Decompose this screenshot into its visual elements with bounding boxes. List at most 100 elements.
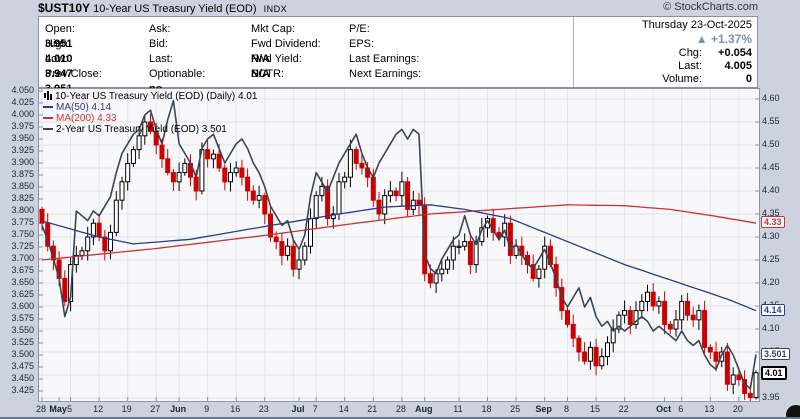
session-value: 0: [745, 73, 752, 85]
session-date: Thursday 23-Oct-2025: [641, 19, 752, 31]
x-axis-label: 23: [258, 404, 269, 414]
y-axis-label: 3.925: [11, 145, 34, 155]
stockcharts-corner-logo: [786, 405, 800, 419]
quote-panel: Open: 3.951 High: 4.010 Low: 3.947 Prev Close:…: [38, 16, 758, 95]
session-block: Thursday 23-Oct-2025 ▲ +1.37% Chg: +0.054…: [572, 19, 752, 86]
x-axis-label: 22: [618, 404, 629, 414]
quote-row: Next Earnings:: [349, 67, 423, 82]
quote-column-2: Ask: Bid: Last: Optionable:no: [149, 22, 209, 95]
y-axis-label: 4.050: [11, 85, 34, 95]
y-axis-label: 3.500: [11, 349, 34, 359]
quote-value: N/A: [251, 68, 270, 80]
y-axis-label: 4.50: [762, 139, 780, 149]
session-row: Last: 4.005: [572, 60, 752, 73]
quote-row: Last:: [149, 52, 209, 67]
x-axis-label: 25: [510, 404, 521, 414]
chart-title-bar: $UST10Y 10-Year US Treasury Yield (EOD) …: [38, 1, 758, 16]
price-chart: [39, 89, 759, 401]
quote-row: P/E:: [349, 22, 423, 37]
candlestick-icon: [43, 91, 53, 100]
quote-row: Low: 3.947: [45, 52, 103, 80]
quote-row: Bid:: [149, 37, 209, 52]
quote-value: 4.010: [45, 53, 73, 65]
y-axis-label: 4.35: [762, 208, 780, 218]
quote-value: 3.951: [45, 38, 73, 50]
legend-row-4: 2-Year US Treasury Yield (EOD) 3.501: [43, 124, 258, 135]
quote-label: Open:: [45, 23, 75, 35]
quote-label: Bid:: [149, 38, 168, 50]
x-axis-label: Jun: [170, 404, 187, 414]
x-axis-label: 19: [121, 404, 132, 414]
left-y-axis: 4.050 4.025 4.000 3.975 3.950 3.925 3.900 3.875…: [0, 85, 35, 400]
y-axis-label: 3.575: [11, 313, 34, 323]
quote-divider: [573, 17, 574, 87]
x-axis-label: 14: [338, 404, 349, 414]
y-axis-label: 3.800: [11, 205, 34, 215]
quote-label: Ask:: [149, 23, 171, 35]
x-axis-label: 8: [563, 404, 570, 414]
session-value: 4.005: [724, 60, 752, 72]
session-value: +0.054: [718, 47, 752, 59]
x-axis-label: 21: [367, 404, 378, 414]
x-axis-label: 9: [204, 404, 210, 414]
x-axis-label: 6: [678, 404, 684, 414]
quote-label: Fwd Yield:: [251, 53, 302, 65]
y-axis-label: 3.775: [11, 217, 34, 227]
quote-label: Last Earnings:: [349, 53, 420, 65]
quote-label: Last:: [149, 53, 173, 65]
y-axis-label: 3.625: [11, 289, 34, 299]
y-axis-label: 4.025: [11, 97, 34, 107]
y-axis-label: 3.425: [11, 385, 34, 395]
legend-line-marker: [43, 128, 53, 131]
session-change-percent: ▲ +1.37%: [572, 32, 752, 47]
y-axis-label: 3.475: [11, 361, 34, 371]
x-axis-label: 7: [312, 404, 318, 414]
legend-text: MA(200) 4.33: [56, 113, 117, 124]
quote-value: N/A: [251, 53, 270, 65]
quote-label: Fwd Dividend:: [251, 38, 321, 50]
y-axis-label: 3.95: [762, 392, 780, 402]
y-axis-label: 4.000: [11, 109, 34, 119]
x-axis-label: 20: [732, 404, 743, 414]
quote-row: EPS:: [349, 37, 423, 52]
y-axis-label: 3.850: [11, 181, 34, 191]
x-axis-label: May: [49, 404, 67, 414]
x-axis: 28 May 5 12 19 27 Jun 9 16 23 Jul 7 14 21 28 Aug 11 18 25 S…: [35, 401, 758, 415]
quote-row: SCTR:: [251, 67, 321, 82]
axis-callout-4.14: 4.14: [761, 303, 785, 316]
x-axis-label: 18: [481, 404, 492, 414]
right-y-axis: 4.604.554.504.454.404.354.304.254.204.15…: [761, 88, 800, 402]
quote-row: Fwd Yield: N/A: [251, 52, 321, 80]
legend-text: MA(50) 4.14: [56, 102, 112, 113]
y-axis-label: 3.875: [11, 169, 34, 179]
y-axis-label: 4.40: [762, 185, 780, 195]
x-axis-label: 12: [93, 404, 104, 414]
x-axis-label: 11: [453, 404, 463, 414]
quote-row: Last Earnings:: [349, 52, 423, 67]
y-axis-label: 3.650: [11, 277, 34, 287]
y-axis-label: 4.20: [762, 277, 780, 287]
legend-row-2: MA(50) 4.14: [43, 102, 258, 113]
y-axis-label: 3.900: [11, 157, 34, 167]
percent-change: +1.37%: [710, 32, 752, 46]
session-label: Last:: [678, 60, 702, 72]
quote-row: High: 4.010: [45, 37, 103, 65]
quote-row: Mkt Cap:: [251, 22, 321, 37]
legend-line-marker: [43, 117, 53, 120]
session-row: Volume: 0: [572, 73, 752, 86]
x-axis-label: Aug: [414, 404, 433, 414]
x-axis-label: 27: [150, 404, 161, 414]
y-axis-label: 3.700: [11, 253, 34, 263]
quote-label: P/E:: [349, 23, 370, 35]
quote-label: Low:: [45, 53, 69, 65]
x-axis-label: 28: [35, 404, 47, 414]
quote-row: Open: 3.951: [45, 22, 103, 50]
symbol-name: 10-Year US Treasury Yield (EOD): [93, 3, 257, 15]
x-axis-label: Jul: [291, 404, 305, 414]
quote-column-1: Open: 3.951 High: 4.010 Low: 3.947 Prev Close:…: [45, 22, 103, 95]
y-axis-label: 3.675: [11, 265, 34, 275]
quote-value: 3.947: [45, 68, 73, 80]
x-axis-label: 15: [590, 404, 601, 414]
legend-text: 2-Year US Treasury Yield (EOD) 3.501: [56, 124, 227, 135]
quote-label: Prev Close:: [45, 68, 102, 80]
